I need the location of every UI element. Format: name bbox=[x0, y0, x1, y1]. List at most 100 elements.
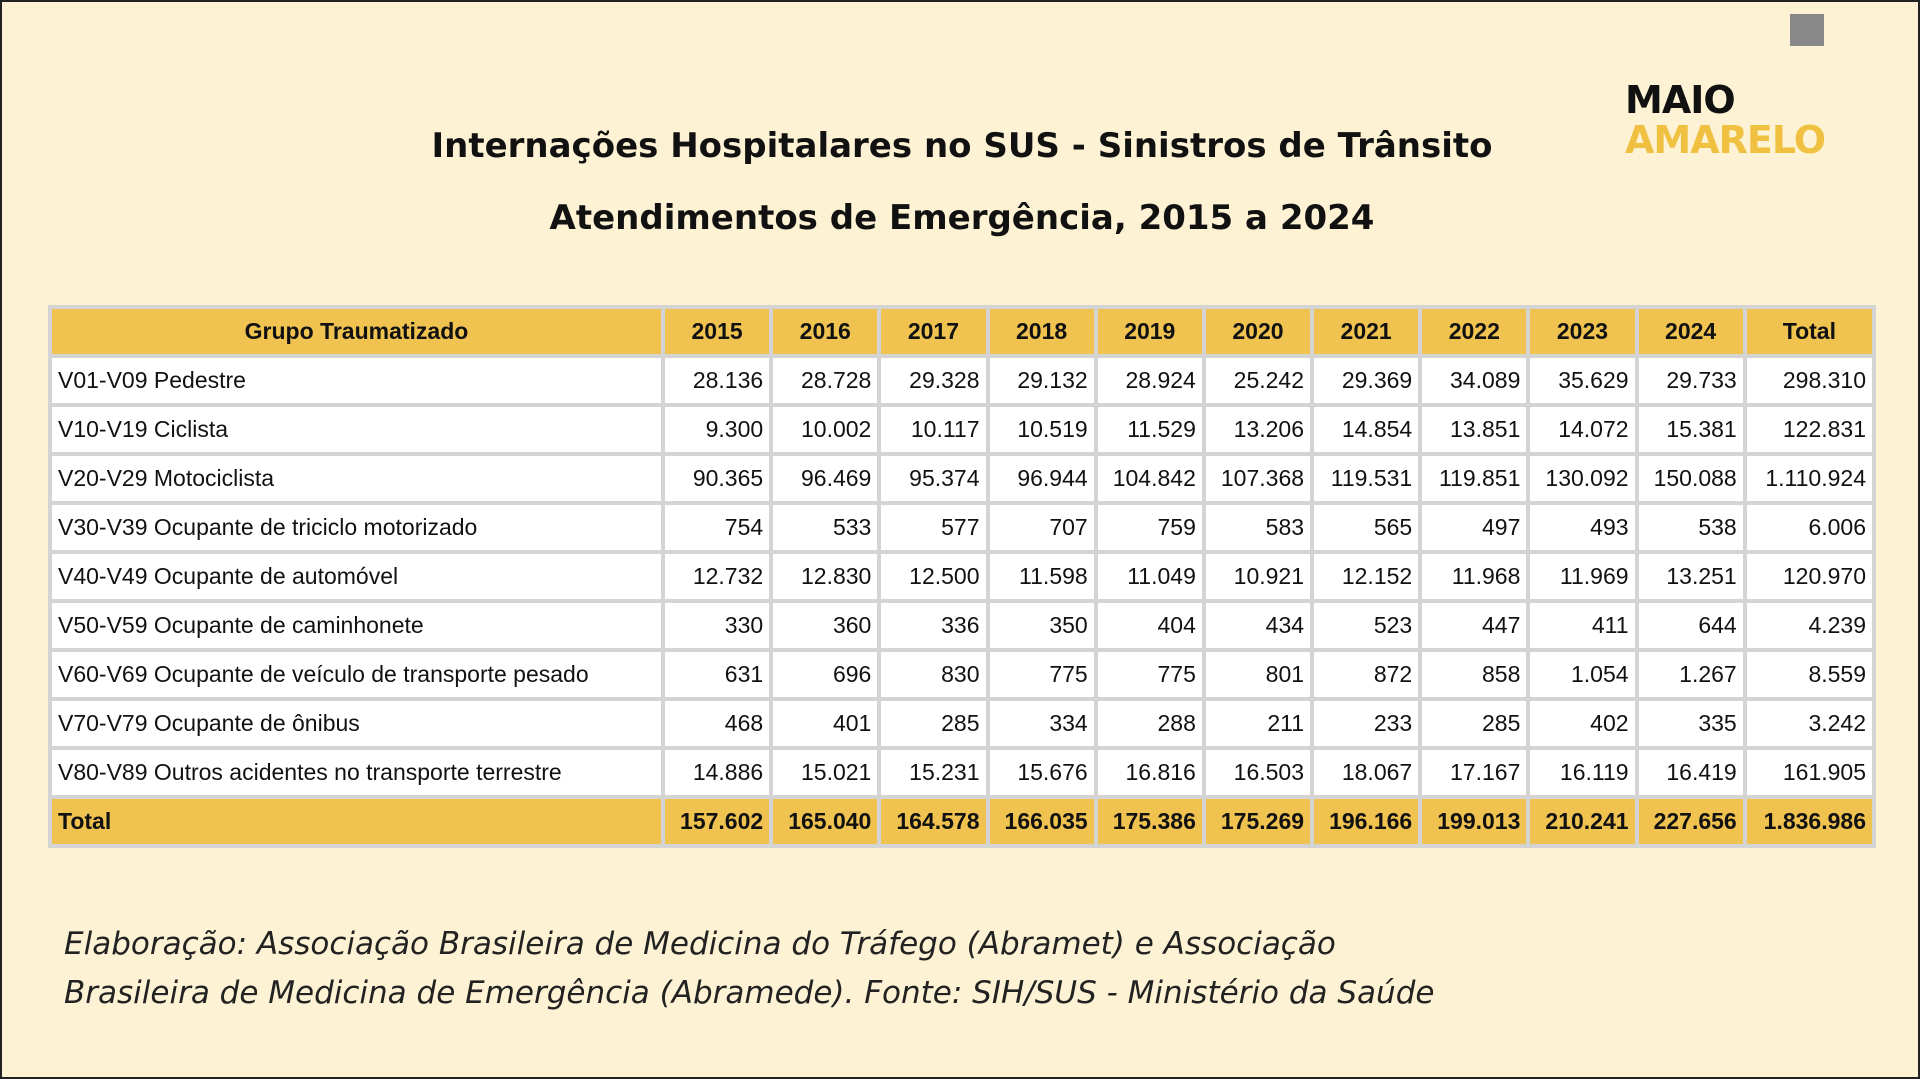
footnote-line: Brasileira de Medicina de Emergência (Ab… bbox=[64, 975, 1435, 1011]
table-cell: 285 bbox=[1422, 701, 1527, 746]
table-row: V50-V59 Ocupante de caminhonete 330 360 336… bbox=[52, 603, 1872, 648]
table-cell: 759 bbox=[1097, 505, 1202, 550]
table-cell: 95.374 bbox=[881, 456, 986, 501]
table-cell: 285 bbox=[881, 701, 986, 746]
table-row: V20-V29 Motociclista 90.365 96.469 95.374 96… bbox=[52, 456, 1872, 501]
table-cell: 8.559 bbox=[1746, 652, 1872, 697]
table-cell: 468 bbox=[665, 701, 770, 746]
table-cell: 107.368 bbox=[1205, 456, 1311, 501]
table-cell: 120.970 bbox=[1746, 554, 1872, 599]
table-cell: 577 bbox=[881, 505, 986, 550]
table-cell: 493 bbox=[1530, 505, 1635, 550]
table-cell: 90.365 bbox=[665, 456, 770, 501]
table-cell: V20-V29 Motociclista bbox=[52, 456, 661, 501]
table-cell: 29.733 bbox=[1638, 358, 1743, 403]
table-cell: 1.054 bbox=[1530, 652, 1635, 697]
table-cell: 15.381 bbox=[1638, 407, 1743, 452]
table-cell: 707 bbox=[989, 505, 1094, 550]
table-cell: 12.500 bbox=[881, 554, 986, 599]
table-cell: 330 bbox=[665, 603, 770, 648]
table-cell: 2018 bbox=[989, 309, 1094, 354]
table-cell: 10.117 bbox=[881, 407, 986, 452]
table-cell: V70-V79 Ocupante de ônibus bbox=[52, 701, 661, 746]
logo-line: MAIO bbox=[1625, 78, 1736, 122]
table-cell: 2019 bbox=[1097, 309, 1202, 354]
table-cell: 402 bbox=[1530, 701, 1635, 746]
table-cell: 538 bbox=[1638, 505, 1743, 550]
table-cell: 25.242 bbox=[1205, 358, 1311, 403]
table-row: V30-V39 Ocupante de triciclo motorizado 7… bbox=[52, 505, 1872, 550]
table-row: V70-V79 Ocupante de ônibus 468 401 285 334 28… bbox=[52, 701, 1872, 746]
table-cell: V30-V39 Ocupante de triciclo motorizado bbox=[52, 505, 661, 550]
table-cell: 1.836.986 bbox=[1746, 799, 1872, 844]
table-cell: 533 bbox=[773, 505, 878, 550]
table-cell: 210.241 bbox=[1530, 799, 1635, 844]
table-cell: 10.519 bbox=[989, 407, 1094, 452]
table-cell: 775 bbox=[989, 652, 1094, 697]
table-cell: 411 bbox=[1530, 603, 1635, 648]
table-cell: 14.072 bbox=[1530, 407, 1635, 452]
table-cell: 401 bbox=[773, 701, 878, 746]
table-cell: 14.886 bbox=[665, 750, 770, 795]
table-cell: V80-V89 Outros acidentes no transporte t… bbox=[52, 750, 661, 795]
data-table: Grupo Traumatizado 2015 2016 2017 2018 2019 20… bbox=[48, 305, 1876, 848]
table-cell: 16.119 bbox=[1530, 750, 1635, 795]
table-cell: 10.002 bbox=[773, 407, 878, 452]
logo-line: AMARELO bbox=[1625, 118, 1826, 162]
collapse-icon[interactable] bbox=[1790, 14, 1824, 46]
table-cell: V40-V49 Ocupante de automóvel bbox=[52, 554, 661, 599]
table-cell: 233 bbox=[1314, 701, 1419, 746]
table-cell: 119.851 bbox=[1422, 456, 1527, 501]
table-cell: 13.206 bbox=[1205, 407, 1311, 452]
table-row: Grupo Traumatizado 2015 2016 2017 2018 2019 20… bbox=[52, 309, 1872, 354]
table-cell: 227.656 bbox=[1638, 799, 1743, 844]
table-cell: 13.851 bbox=[1422, 407, 1527, 452]
table-row: V80-V89 Outros acidentes no transporte t… bbox=[52, 750, 1872, 795]
table-cell: 801 bbox=[1205, 652, 1311, 697]
table-cell: 2015 bbox=[665, 309, 770, 354]
table-cell: 2024 bbox=[1638, 309, 1743, 354]
table-cell: 164.578 bbox=[881, 799, 986, 844]
table-cell: 6.006 bbox=[1746, 505, 1872, 550]
table-cell: Grupo Traumatizado bbox=[52, 309, 661, 354]
table-cell: 15.676 bbox=[989, 750, 1094, 795]
table-cell: 29.132 bbox=[989, 358, 1094, 403]
table-cell: 16.419 bbox=[1638, 750, 1743, 795]
table-cell: 10.921 bbox=[1205, 554, 1311, 599]
table-cell: 696 bbox=[773, 652, 878, 697]
table-cell: 3.242 bbox=[1746, 701, 1872, 746]
table-cell: 4.239 bbox=[1746, 603, 1872, 648]
table-cell: 334 bbox=[989, 701, 1094, 746]
table-cell: 523 bbox=[1314, 603, 1419, 648]
table-cell: 350 bbox=[989, 603, 1094, 648]
footnote: Elaboração: Associação Brasileira de Med… bbox=[64, 920, 1434, 1018]
table-cell: 830 bbox=[881, 652, 986, 697]
table-cell: 29.369 bbox=[1314, 358, 1419, 403]
table-cell: 16.503 bbox=[1205, 750, 1311, 795]
table-cell: 336 bbox=[881, 603, 986, 648]
table-cell: 130.092 bbox=[1530, 456, 1635, 501]
table-cell: 12.830 bbox=[773, 554, 878, 599]
table-cell: 28.728 bbox=[773, 358, 878, 403]
table-cell: 11.968 bbox=[1422, 554, 1527, 599]
table-cell: 644 bbox=[1638, 603, 1743, 648]
table-cell: 96.469 bbox=[773, 456, 878, 501]
table-cell: 872 bbox=[1314, 652, 1419, 697]
table-row: V01-V09 Pedestre 28.136 28.728 29.328 29.132… bbox=[52, 358, 1872, 403]
table-cell: 104.842 bbox=[1097, 456, 1202, 501]
table-cell: 631 bbox=[665, 652, 770, 697]
table-row: V10-V19 Ciclista 9.300 10.002 10.117 10.519 1… bbox=[52, 407, 1872, 452]
table-cell: 497 bbox=[1422, 505, 1527, 550]
table-cell: 28.136 bbox=[665, 358, 770, 403]
title: Internações Hospitalares no SUS - Sinist… bbox=[431, 126, 1493, 166]
table-cell: 447 bbox=[1422, 603, 1527, 648]
table-cell: 565 bbox=[1314, 505, 1419, 550]
table-cell: V10-V19 Ciclista bbox=[52, 407, 661, 452]
table-cell: 211 bbox=[1205, 701, 1311, 746]
table-cell: 2022 bbox=[1422, 309, 1527, 354]
table-cell: 165.040 bbox=[773, 799, 878, 844]
logo: MAIO AMARELO bbox=[1625, 78, 1826, 162]
table-cell: 161.905 bbox=[1746, 750, 1872, 795]
table-cell: 11.049 bbox=[1097, 554, 1202, 599]
